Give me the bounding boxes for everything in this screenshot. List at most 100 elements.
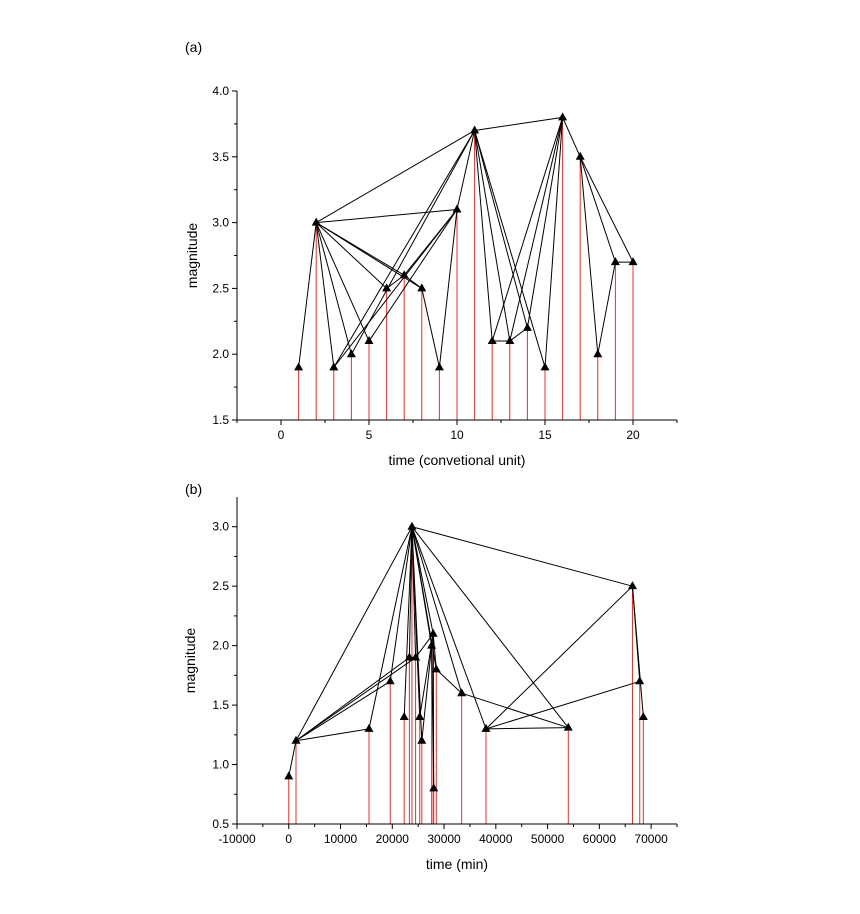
data-point-6 [404, 652, 414, 661]
edge-12-14 [432, 633, 437, 670]
edge-3-11 [333, 130, 476, 368]
edge-7-17 [411, 526, 569, 728]
edge-8-12 [415, 633, 434, 658]
edge-16-17 [562, 117, 581, 158]
panel-label: (a) [185, 39, 202, 55]
x-axis-label: time (convetional unit) [389, 452, 526, 468]
y-tick-label: 3.0 [212, 216, 229, 230]
x-tick-label: 70000 [634, 832, 668, 846]
edge-7-10 [411, 526, 423, 741]
data-point-6 [382, 283, 392, 292]
y-tick-label: 2.0 [212, 347, 229, 361]
data-point-7 [399, 270, 409, 279]
panel-b: (b) -10000 0 10000 20000 30000 40000 50000 60000… [182, 481, 678, 872]
edge-17-20 [579, 156, 634, 263]
x-tick-label: 10000 [324, 832, 358, 846]
data-point-7 [407, 521, 417, 530]
data-point-16 [558, 112, 568, 121]
edge-17-18 [579, 156, 599, 355]
data-point-10 [417, 735, 427, 744]
data-point-5 [399, 711, 409, 720]
edge-2-10 [316, 208, 458, 224]
edge-14-16 [526, 117, 564, 328]
data-point-15 [457, 688, 467, 697]
edge-5-10 [368, 209, 458, 342]
data-point-9 [415, 711, 425, 720]
edge-7-15 [411, 526, 463, 694]
x-tick-label: 50000 [531, 832, 565, 846]
data-point-5 [364, 336, 374, 345]
x-tick-label: 5 [366, 428, 373, 442]
edge-2-6 [315, 222, 387, 289]
y-tick-label: 1.0 [212, 758, 229, 772]
data-point-2 [291, 735, 301, 744]
data-point-11 [470, 125, 480, 134]
edge-7-16 [411, 526, 487, 730]
data-point-12 [487, 336, 497, 345]
data-point-18 [593, 349, 603, 358]
edge-16-17 [485, 727, 569, 730]
edge-7-18 [411, 526, 633, 587]
edge-12-13 [432, 633, 435, 789]
data-point-17 [575, 151, 585, 160]
edge-2-4 [295, 680, 391, 742]
y-tick-label: 2.5 [212, 579, 229, 593]
data-point-20 [638, 711, 648, 720]
data-point-10 [452, 204, 462, 213]
edge-8-9 [421, 288, 440, 368]
edge-9-10 [438, 209, 458, 368]
edge-11-14 [474, 130, 528, 329]
panel-label: (b) [185, 481, 202, 497]
edge-6-7 [408, 526, 413, 658]
panel-a: (a) 0 5 10 15 20 1.5 2.0 2.5 3.0 3.5 4.0 time (conve… [184, 39, 678, 468]
y-tick-label: 2.5 [212, 281, 229, 295]
data-point-14 [522, 322, 532, 331]
edge-11-16 [474, 116, 563, 131]
edge-2-5 [315, 222, 370, 342]
edge-11-12 [474, 130, 493, 342]
y-tick-label: 3.0 [212, 520, 229, 534]
data-point-4 [346, 349, 356, 358]
x-tick-label: 20 [626, 428, 640, 442]
edge-2-8 [295, 657, 416, 742]
edge-18-20 [631, 586, 644, 718]
edge-15-16 [544, 117, 564, 368]
data-point-15 [540, 362, 550, 371]
edge-2-6 [295, 657, 410, 742]
edge-10-11 [421, 645, 433, 741]
y-tick-label: 0.5 [212, 817, 229, 831]
data-point-19 [610, 257, 620, 266]
x-tick-label: 10 [450, 428, 464, 442]
data-point-2 [311, 217, 321, 226]
data-point-8 [417, 283, 427, 292]
edge-2-3 [295, 728, 370, 742]
data-point-13 [505, 336, 515, 345]
data-point-17 [563, 722, 573, 731]
y-tick-label: 3.5 [212, 150, 229, 164]
edge-1-2 [298, 222, 317, 368]
data-point-16 [481, 723, 491, 732]
edge-15-17 [461, 692, 569, 729]
y-axis-label: magnitude [184, 223, 200, 289]
data-point-12 [428, 628, 438, 637]
data-point-9 [434, 362, 444, 371]
x-tick-label: 0 [278, 428, 285, 442]
edge-17-19 [579, 156, 616, 263]
edge-2-7 [295, 526, 413, 742]
data-point-1 [294, 362, 304, 371]
edge-2-11 [315, 130, 475, 224]
y-tick-label: 4.0 [212, 84, 229, 98]
y-tick-label: 1.5 [212, 413, 229, 427]
edge-3-7 [368, 526, 413, 729]
edge-16-19 [485, 680, 640, 730]
edge-12-16 [491, 117, 564, 342]
edge-13-16 [509, 117, 564, 342]
edge-10-11 [456, 130, 476, 210]
data-point-3 [364, 723, 374, 732]
edge-4-11 [350, 130, 476, 355]
edge-5-7 [403, 526, 413, 718]
y-tick-label: 1.5 [212, 698, 229, 712]
edge-2-4 [315, 222, 352, 355]
x-tick-label: 20000 [376, 832, 410, 846]
